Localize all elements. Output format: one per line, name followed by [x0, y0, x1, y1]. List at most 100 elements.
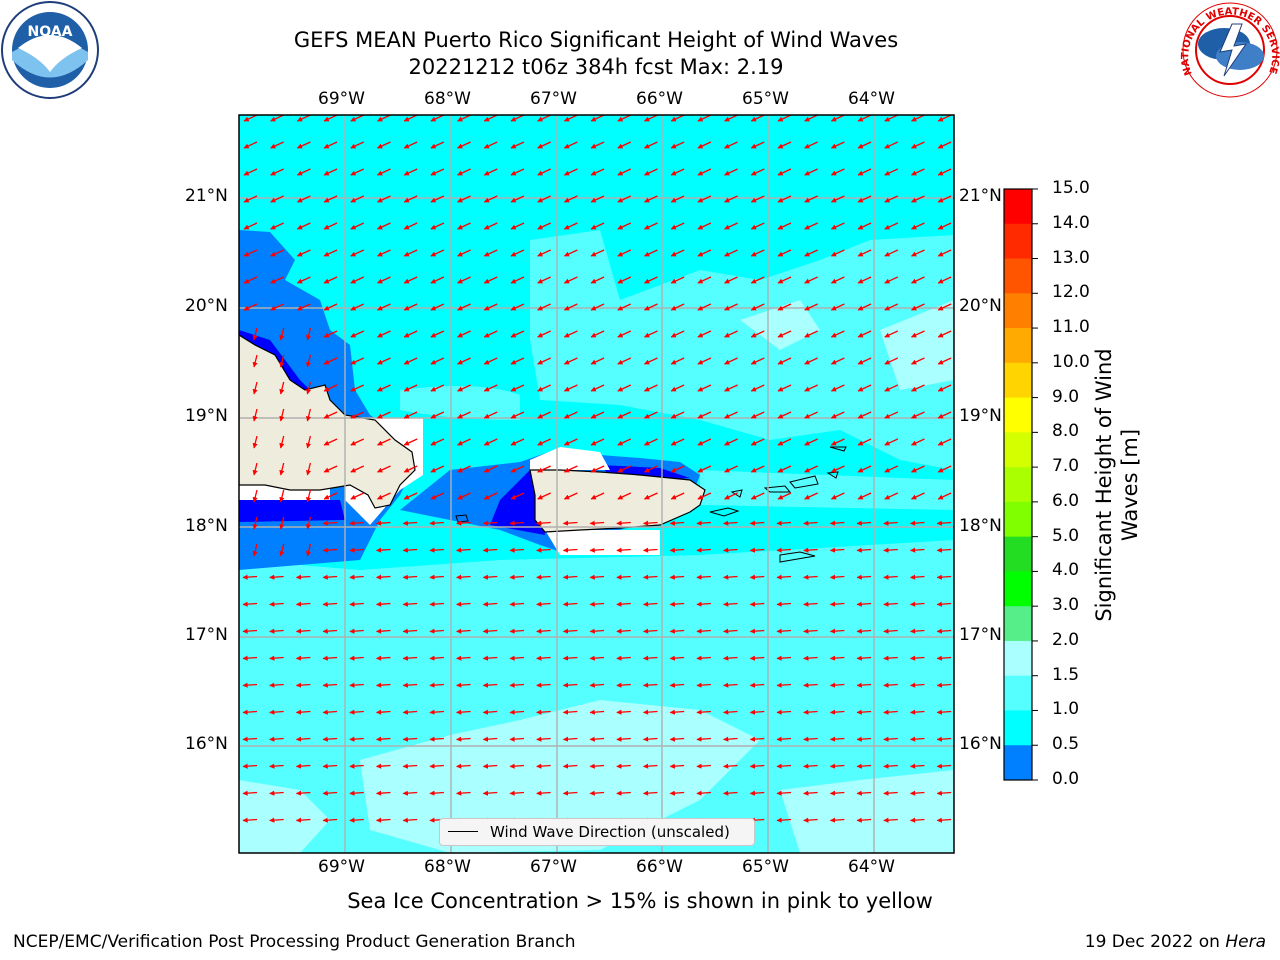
- wave-direction-arrow: [669, 736, 685, 742]
- wave-direction-arrow: [723, 574, 738, 580]
- wave-direction-arrow: [830, 168, 845, 176]
- lon-label-top: 64°W: [848, 89, 895, 109]
- wave-direction-arrow: [482, 682, 498, 688]
- wave-direction-arrow: [589, 790, 605, 796]
- wave-direction-arrow: [696, 736, 711, 742]
- land-puerto-rico: [529, 469, 706, 533]
- wave-direction-arrow: [537, 303, 551, 311]
- wave-direction-arrow: [911, 276, 925, 284]
- wave-direction-arrow: [776, 547, 792, 553]
- wave-direction-arrow: [670, 438, 685, 446]
- wave-direction-arrow: [536, 628, 551, 634]
- wave-direction-arrow: [590, 411, 605, 419]
- wave-direction-arrow: [937, 222, 952, 230]
- wave-direction-arrow: [857, 492, 872, 500]
- wave-direction-arrow: [669, 790, 685, 796]
- wave-direction-arrow: [323, 465, 338, 473]
- wave-direction-arrow: [537, 195, 551, 203]
- wave-direction-arrow: [402, 790, 418, 796]
- wave-direction-arrow: [457, 222, 471, 230]
- lat-label-right: 18°N: [959, 516, 1002, 536]
- wave-direction-arrow: [750, 115, 765, 122]
- wave-direction-arrow: [830, 357, 845, 365]
- wave-direction-arrow: [296, 276, 311, 284]
- wave-direction-arrow: [883, 520, 898, 526]
- wave-direction-arrow: [590, 195, 605, 203]
- wave-direction-arrow: [590, 115, 605, 122]
- wave-direction-arrow: [937, 438, 952, 446]
- wave-direction-arrow: [857, 438, 872, 446]
- wave-direction-arrow: [750, 411, 765, 419]
- wave-direction-arrow: [617, 141, 632, 149]
- wave-direction-arrow: [349, 574, 364, 580]
- wave-direction-arrow: [322, 547, 338, 553]
- wave-direction-arrow: [884, 384, 899, 392]
- wave-direction-arrow: [482, 763, 498, 769]
- wave-direction-arrow: [590, 249, 605, 257]
- wave-direction-arrow: [697, 411, 712, 419]
- wave-direction-arrow: [429, 790, 444, 796]
- wave-direction-arrow: [589, 520, 605, 526]
- map-frame: [238, 114, 955, 854]
- wave-direction-arrow: [483, 249, 498, 257]
- wave-direction-arrow: [936, 790, 952, 796]
- wave-direction-arrow: [563, 330, 578, 338]
- wave-direction-arrow: [616, 574, 631, 580]
- wave-direction-arrow: [375, 682, 391, 688]
- wave-direction-arrow: [777, 492, 792, 500]
- wave-direction-arrow: [803, 736, 818, 742]
- wave-direction-arrow: [296, 195, 311, 203]
- wave-direction-arrow: [457, 465, 471, 473]
- wave-direction-arrow: [670, 411, 685, 419]
- wave-direction-arrow: [590, 465, 605, 473]
- wave-direction-arrow: [830, 276, 845, 284]
- wave-direction-arrow: [322, 763, 338, 769]
- lon-label-bottom: 66°W: [636, 857, 683, 877]
- colorbar-segment: [1004, 258, 1032, 294]
- wave-direction-arrow: [402, 628, 418, 634]
- wave-direction-arrow: [430, 411, 445, 419]
- colorbar-tick-label: 13.0: [1052, 247, 1090, 268]
- wave-direction-arrow: [670, 249, 685, 257]
- wave-direction-arrow: [377, 141, 391, 149]
- wave-direction-arrow: [911, 222, 925, 230]
- wave-direction-arrow: [243, 141, 258, 149]
- wave-direction-arrow: [909, 655, 925, 661]
- wave-direction-arrow: [402, 709, 418, 715]
- wave-direction-arrow: [911, 303, 925, 311]
- wave-direction-arrow: [323, 115, 338, 122]
- wave-direction-arrow: [857, 249, 872, 257]
- wave-direction-arrow: [670, 195, 685, 203]
- wave-direction-arrow: [252, 327, 258, 341]
- wave-direction-arrow: [375, 790, 391, 796]
- wave-direction-arrow: [269, 736, 284, 742]
- lat-label-right: 21°N: [959, 186, 1002, 206]
- wave-direction-arrow: [350, 276, 365, 284]
- wave-direction-arrow: [483, 115, 498, 122]
- wave-direction-arrow: [242, 763, 258, 769]
- wave-direction-arrow: [857, 411, 872, 419]
- wave-direction-arrow: [642, 763, 658, 769]
- wave-direction-arrow: [696, 547, 711, 553]
- wave-direction-arrow: [349, 736, 364, 742]
- wave-direction-arrow: [670, 357, 685, 365]
- wave-direction-arrow: [295, 736, 311, 742]
- wave-direction-arrow: [509, 655, 525, 661]
- wave-direction-arrow: [279, 516, 285, 530]
- wave-direction-arrow: [430, 357, 445, 365]
- wave-direction-arrow: [403, 330, 418, 338]
- wave-direction-arrow: [856, 547, 872, 553]
- wave-direction-arrow: [403, 115, 418, 122]
- wave-direction-arrow: [509, 574, 525, 580]
- wave-direction-arrow: [269, 601, 284, 607]
- wave-direction-arrow: [537, 249, 551, 257]
- wave-direction-arrow: [749, 790, 765, 796]
- wave-direction-arrow: [670, 168, 685, 176]
- colorbar-tick-label: 4.0: [1052, 560, 1080, 581]
- wave-direction-arrow: [883, 574, 898, 580]
- wave-direction-arrow: [349, 655, 364, 661]
- colorbar-segment: [1004, 362, 1032, 399]
- wave-direction-arrow: [295, 709, 311, 715]
- wave-direction-arrow: [402, 520, 418, 526]
- wave-direction-arrow: [590, 303, 605, 311]
